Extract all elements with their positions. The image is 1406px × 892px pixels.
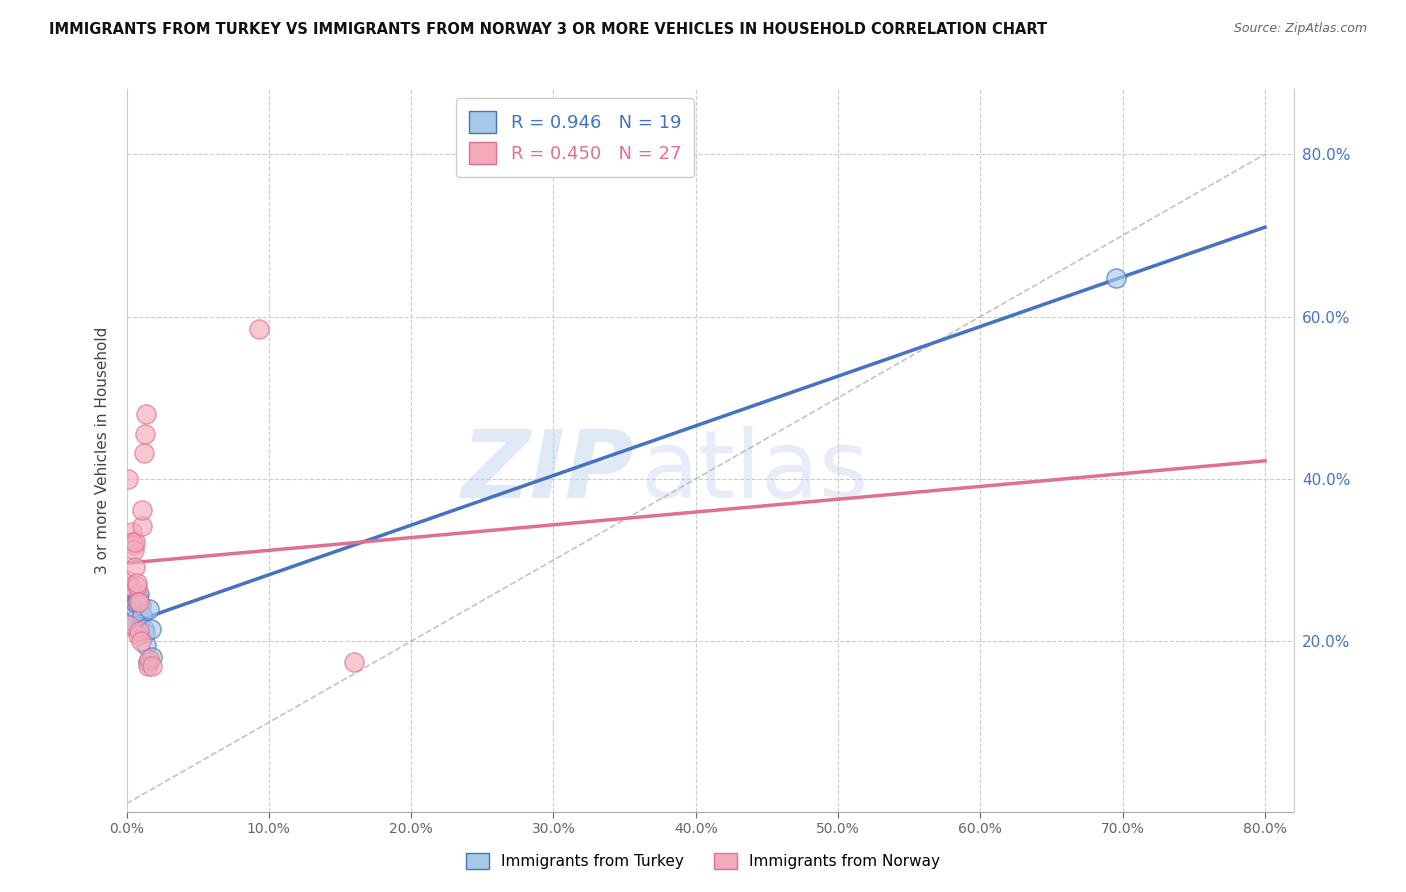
- Point: [124, 559, 146, 574]
- Point: [131, 608, 153, 623]
- Point: [121, 535, 143, 549]
- Point: [141, 650, 163, 665]
- Text: Source: ZipAtlas.com: Source: ZipAtlas.com: [1233, 22, 1367, 36]
- Point: [128, 624, 150, 639]
- Point: [120, 603, 142, 617]
- Point: [135, 638, 157, 652]
- Point: [127, 590, 149, 604]
- Point: [118, 618, 141, 632]
- Point: [125, 593, 148, 607]
- Point: [121, 614, 143, 628]
- Point: [124, 595, 146, 609]
- Legend: Immigrants from Turkey, Immigrants from Norway: Immigrants from Turkey, Immigrants from …: [460, 847, 946, 875]
- Point: [129, 634, 152, 648]
- Point: [118, 610, 141, 624]
- Point: [117, 472, 139, 486]
- Y-axis label: 3 or more Vehicles in Household: 3 or more Vehicles in Household: [94, 326, 110, 574]
- Point: [129, 598, 152, 612]
- Point: [132, 622, 155, 636]
- Point: [128, 595, 150, 609]
- Point: [127, 628, 149, 642]
- Point: [141, 658, 163, 673]
- Point: [120, 579, 142, 593]
- Point: [138, 601, 160, 615]
- Text: ZIP: ZIP: [461, 426, 634, 518]
- Point: [343, 655, 366, 669]
- Point: [131, 519, 153, 533]
- Point: [122, 538, 145, 552]
- Legend: R = 0.946   N = 19, R = 0.450   N = 27: R = 0.946 N = 19, R = 0.450 N = 27: [457, 98, 693, 177]
- Text: atlas: atlas: [640, 426, 869, 518]
- Point: [136, 658, 159, 673]
- Point: [138, 652, 160, 666]
- Point: [128, 587, 150, 601]
- Point: [125, 579, 148, 593]
- Point: [125, 575, 148, 590]
- Point: [122, 543, 145, 558]
- Point: [131, 502, 153, 516]
- Point: [134, 427, 156, 442]
- Point: [132, 446, 155, 460]
- Text: IMMIGRANTS FROM TURKEY VS IMMIGRANTS FROM NORWAY 3 OR MORE VEHICLES IN HOUSEHOLD: IMMIGRANTS FROM TURKEY VS IMMIGRANTS FRO…: [49, 22, 1047, 37]
- Point: [139, 622, 162, 636]
- Point: [117, 616, 139, 631]
- Point: [135, 407, 157, 421]
- Point: [124, 535, 146, 549]
- Point: [136, 655, 159, 669]
- Point: [115, 574, 138, 588]
- Point: [121, 524, 143, 539]
- Point: [134, 626, 156, 640]
- Point: [127, 595, 149, 609]
- Point: [247, 321, 270, 335]
- Point: [1104, 270, 1126, 285]
- Point: [122, 600, 145, 615]
